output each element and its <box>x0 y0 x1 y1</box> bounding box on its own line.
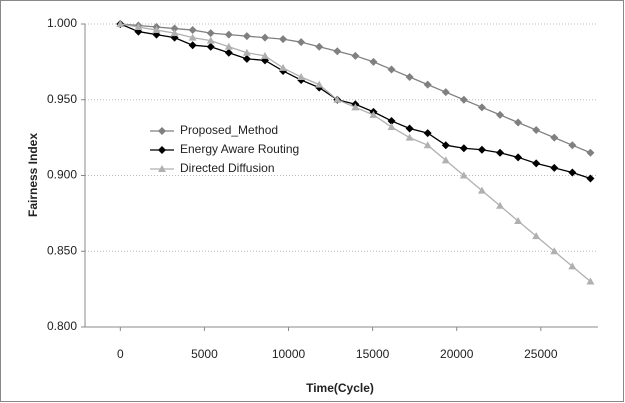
data-point <box>459 95 468 104</box>
data-point <box>279 35 288 44</box>
data-point <box>297 73 306 81</box>
data-point <box>134 23 143 31</box>
data-point <box>260 33 269 42</box>
x-tick-label: 15000 <box>356 347 390 361</box>
data-point <box>333 47 342 56</box>
data-point <box>188 26 197 35</box>
data-point <box>514 153 523 162</box>
data-point <box>423 80 432 89</box>
legend-label: Energy Aware Routing <box>180 142 299 156</box>
legend-label: Proposed_Method <box>180 123 278 137</box>
data-point <box>224 48 233 57</box>
data-point <box>496 110 505 119</box>
data-point <box>170 24 179 33</box>
data-point <box>568 141 577 150</box>
data-point <box>550 247 559 255</box>
x-tick-label: 20000 <box>440 347 474 361</box>
data-point <box>188 41 197 50</box>
data-point <box>441 156 450 164</box>
data-point <box>586 174 595 183</box>
data-point <box>152 26 161 34</box>
data-point <box>550 133 559 142</box>
x-tick-label: 0 <box>117 347 124 361</box>
data-point <box>532 232 541 240</box>
data-point <box>116 20 125 27</box>
data-point <box>206 36 215 44</box>
data-point <box>586 277 595 285</box>
data-point <box>369 57 378 66</box>
x-tick-label: 10000 <box>272 347 306 361</box>
data-point <box>532 126 541 135</box>
y-tick-label: 0.850 <box>47 243 77 257</box>
data-point <box>387 65 396 74</box>
x-axis-label: Time(Cycle) <box>306 381 374 395</box>
legend-marker <box>158 146 166 154</box>
data-point <box>242 32 251 41</box>
data-point <box>586 148 595 157</box>
legend-label: Directed Diffusion <box>180 161 275 175</box>
data-point <box>441 88 450 97</box>
data-point <box>387 123 396 131</box>
data-point <box>351 103 360 111</box>
data-point <box>405 133 414 141</box>
data-point <box>206 29 215 38</box>
data-point <box>441 141 450 150</box>
data-point <box>224 42 233 50</box>
data-point <box>568 262 577 270</box>
y-tick-label: 0.900 <box>47 168 77 182</box>
data-point <box>297 38 306 47</box>
data-point <box>496 201 505 209</box>
y-tick-label: 0.800 <box>47 319 77 333</box>
data-point <box>315 80 324 88</box>
data-point <box>242 54 251 63</box>
x-tick-label: 5000 <box>191 347 218 361</box>
legend-marker <box>158 165 166 172</box>
data-point <box>550 163 559 172</box>
data-point <box>242 48 251 56</box>
x-tick-label: 25000 <box>524 347 558 361</box>
data-point <box>206 42 215 51</box>
data-point <box>170 29 179 37</box>
data-point <box>568 168 577 177</box>
data-point <box>514 216 523 224</box>
data-point <box>477 145 486 154</box>
data-point <box>188 33 197 41</box>
data-point <box>477 103 486 112</box>
data-point <box>260 51 269 59</box>
y-tick-label: 0.950 <box>47 92 77 106</box>
data-point <box>459 144 468 153</box>
data-point <box>405 73 414 82</box>
data-point <box>405 124 414 133</box>
data-point <box>459 171 468 179</box>
data-point <box>532 159 541 168</box>
data-point <box>423 129 432 138</box>
data-point <box>369 110 378 118</box>
y-tick-label: 1.000 <box>47 16 77 30</box>
data-point <box>423 141 432 149</box>
data-point <box>496 148 505 157</box>
data-point <box>351 51 360 60</box>
y-axis-label: Fairness Index <box>26 133 40 217</box>
data-point <box>315 42 324 51</box>
legend-marker <box>158 127 166 135</box>
data-point <box>514 118 523 127</box>
data-point <box>477 186 486 194</box>
data-point <box>279 63 288 71</box>
data-point <box>387 116 396 125</box>
data-point <box>333 95 342 103</box>
data-point <box>224 30 233 39</box>
